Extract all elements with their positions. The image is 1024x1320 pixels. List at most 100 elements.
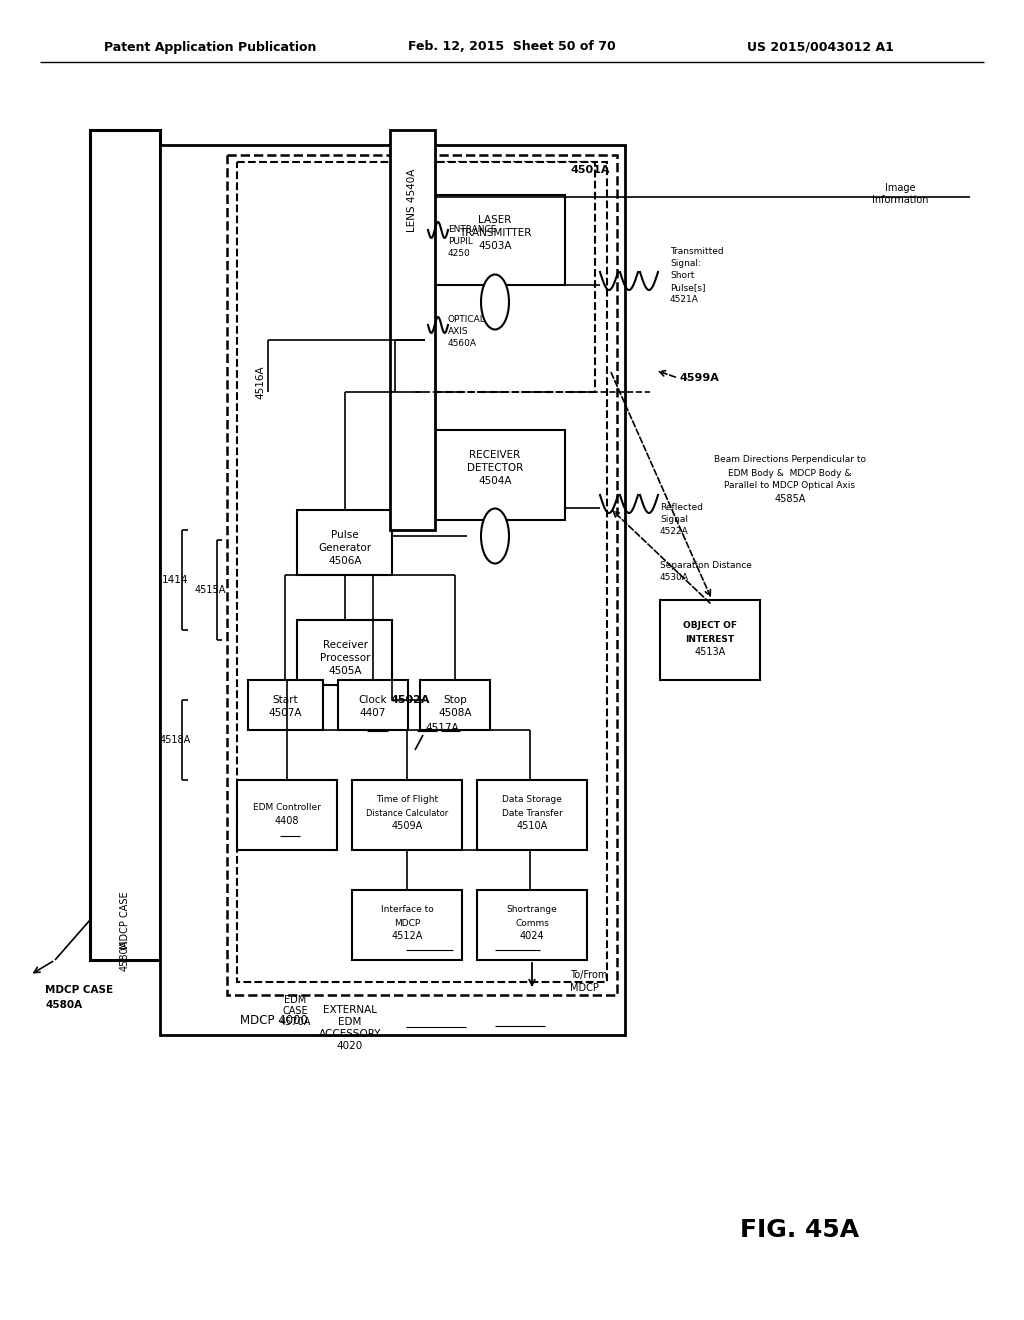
Text: Comms: Comms — [515, 919, 549, 928]
Text: 4020: 4020 — [337, 1041, 364, 1051]
Text: 4521A: 4521A — [670, 296, 698, 305]
Text: 4503A: 4503A — [478, 242, 512, 251]
Text: Shortrange: Shortrange — [507, 906, 557, 915]
Bar — [425, 195, 565, 285]
Text: EDM Controller: EDM Controller — [253, 804, 321, 813]
Text: Receiver: Receiver — [323, 640, 368, 649]
Bar — [420, 680, 490, 730]
Bar — [90, 129, 160, 960]
Text: 4024: 4024 — [520, 931, 545, 941]
Text: Interface to: Interface to — [381, 906, 433, 915]
Text: 4502A: 4502A — [390, 696, 430, 705]
Text: 1414: 1414 — [162, 576, 188, 585]
Text: 4570A: 4570A — [280, 1016, 310, 1027]
Bar — [237, 162, 607, 982]
Text: To/From: To/From — [570, 970, 607, 979]
Text: 4504A: 4504A — [478, 477, 512, 486]
Text: EXTERNAL: EXTERNAL — [323, 1005, 377, 1015]
Bar — [227, 154, 617, 995]
Text: 4530A: 4530A — [660, 573, 689, 582]
Text: 4506A: 4506A — [329, 556, 361, 566]
Text: Separation Distance: Separation Distance — [660, 561, 752, 569]
Bar — [237, 780, 337, 850]
Ellipse shape — [481, 275, 509, 330]
Text: ENTRANCE: ENTRANCE — [449, 226, 497, 235]
Text: 4250: 4250 — [449, 249, 471, 259]
Text: ACCESSORY: ACCESSORY — [318, 1030, 381, 1039]
Text: FIG. 45A: FIG. 45A — [740, 1218, 859, 1242]
Text: Time of Flight: Time of Flight — [376, 796, 438, 804]
Text: Distance Calculator: Distance Calculator — [366, 808, 449, 817]
Text: 4505A: 4505A — [329, 667, 361, 676]
Text: 4510A: 4510A — [516, 821, 548, 832]
Text: Patent Application Publication: Patent Application Publication — [103, 41, 316, 54]
Bar — [415, 162, 595, 392]
Bar — [352, 890, 462, 960]
Text: Stop: Stop — [443, 696, 467, 705]
Bar — [352, 780, 462, 850]
Text: OPTICAL: OPTICAL — [449, 315, 485, 325]
Text: Transmitted: Transmitted — [670, 248, 724, 256]
Text: MDCP: MDCP — [570, 983, 599, 993]
Text: INTEREST: INTEREST — [685, 635, 734, 644]
Text: 4580A: 4580A — [45, 1001, 82, 1010]
Text: OBJECT OF: OBJECT OF — [683, 622, 737, 631]
Text: 4512A: 4512A — [391, 931, 423, 941]
Bar — [477, 780, 587, 850]
Text: 4407: 4407 — [359, 708, 386, 718]
Text: DETECTOR: DETECTOR — [467, 463, 523, 473]
Text: EDM Body &  MDCP Body &: EDM Body & MDCP Body & — [728, 469, 852, 478]
Text: AXIS: AXIS — [449, 327, 469, 337]
Text: US 2015/0043012 A1: US 2015/0043012 A1 — [746, 41, 893, 54]
Text: 4560A: 4560A — [449, 339, 477, 348]
Text: 4501A: 4501A — [570, 165, 609, 176]
Text: EDM: EDM — [284, 995, 306, 1005]
Text: 4585A: 4585A — [774, 494, 806, 504]
Text: Parallel to MDCP Optical Axis: Parallel to MDCP Optical Axis — [725, 482, 855, 491]
Bar — [425, 430, 565, 520]
Text: Start: Start — [272, 696, 298, 705]
Bar — [660, 601, 760, 680]
Text: MDCP CASE: MDCP CASE — [45, 985, 113, 995]
Text: RECEIVER: RECEIVER — [469, 450, 520, 459]
Text: CASE: CASE — [283, 1006, 308, 1016]
Text: Information: Information — [871, 195, 928, 205]
Text: MDCP: MDCP — [394, 919, 420, 928]
Bar — [338, 680, 408, 730]
Text: 4513A: 4513A — [694, 647, 726, 657]
Text: 4508A: 4508A — [438, 708, 472, 718]
Text: 4518A: 4518A — [160, 735, 190, 744]
Text: 4515A: 4515A — [195, 585, 225, 595]
Text: Generator: Generator — [318, 543, 372, 553]
Text: MDCP CASE: MDCP CASE — [120, 891, 130, 949]
Text: Date Transfer: Date Transfer — [502, 808, 562, 817]
Text: 4507A: 4507A — [268, 708, 302, 718]
Text: LASER: LASER — [478, 215, 512, 224]
Text: EDM: EDM — [338, 1016, 361, 1027]
Text: Beam Directions Perpendicular to: Beam Directions Perpendicular to — [714, 455, 866, 465]
Text: 4516A: 4516A — [255, 366, 265, 399]
Text: 4522A: 4522A — [660, 528, 689, 536]
Text: 4517A: 4517A — [425, 723, 459, 733]
Text: Pulse[s]: Pulse[s] — [670, 284, 706, 293]
Text: 4509A: 4509A — [391, 821, 423, 832]
Text: Data Storage: Data Storage — [502, 796, 562, 804]
Bar — [160, 145, 625, 1035]
Text: TRANSMITTER: TRANSMITTER — [459, 228, 531, 238]
Text: Short: Short — [670, 272, 694, 281]
Ellipse shape — [481, 508, 509, 564]
Text: LENS 4540A: LENS 4540A — [407, 169, 417, 232]
Text: Pulse: Pulse — [331, 531, 358, 540]
Bar — [297, 510, 392, 576]
Text: Processor: Processor — [319, 653, 371, 663]
Text: Clock: Clock — [358, 696, 387, 705]
Text: MDCP 4000: MDCP 4000 — [240, 1014, 308, 1027]
Text: 4599A: 4599A — [680, 374, 720, 383]
Bar — [248, 680, 323, 730]
Text: Signal: Signal — [660, 516, 688, 524]
Text: 4408: 4408 — [274, 816, 299, 826]
Text: Signal:: Signal: — [670, 260, 700, 268]
Text: Reflected: Reflected — [660, 503, 703, 512]
Bar — [477, 890, 587, 960]
Text: Image: Image — [885, 183, 915, 193]
